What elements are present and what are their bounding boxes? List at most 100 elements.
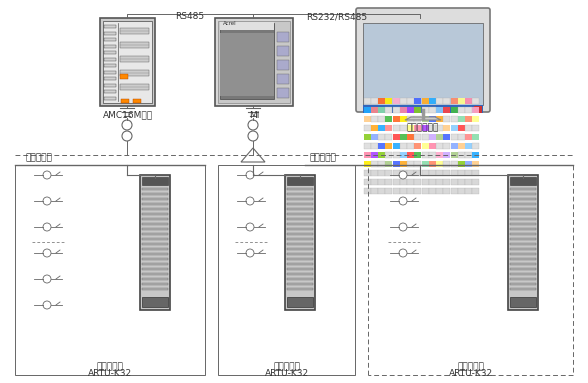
Bar xyxy=(429,179,436,185)
Bar xyxy=(142,218,168,220)
Bar xyxy=(436,188,443,194)
Bar xyxy=(451,188,458,194)
Bar xyxy=(451,161,458,167)
Bar xyxy=(287,198,313,200)
Bar xyxy=(443,98,450,104)
Bar xyxy=(465,143,472,149)
Circle shape xyxy=(399,223,407,231)
Bar xyxy=(443,125,450,131)
Bar xyxy=(371,125,378,131)
Bar xyxy=(371,161,378,167)
Bar xyxy=(465,125,472,131)
Bar xyxy=(371,134,378,140)
Bar xyxy=(371,143,378,149)
Bar xyxy=(414,134,421,140)
Bar xyxy=(510,252,536,255)
Bar xyxy=(363,23,483,105)
Bar xyxy=(277,60,289,70)
Bar xyxy=(364,161,371,167)
Bar xyxy=(142,288,168,290)
Bar xyxy=(436,125,443,131)
Bar xyxy=(510,223,536,225)
Bar xyxy=(414,179,421,185)
Bar xyxy=(472,179,479,185)
Bar xyxy=(142,297,168,307)
Circle shape xyxy=(122,131,132,141)
Bar xyxy=(393,125,400,131)
Bar xyxy=(142,283,168,285)
Bar xyxy=(287,237,313,240)
Bar xyxy=(407,134,414,140)
Bar xyxy=(422,107,429,113)
Bar xyxy=(393,161,400,167)
Bar xyxy=(287,252,313,255)
Bar xyxy=(378,152,385,158)
Bar xyxy=(429,134,436,140)
Circle shape xyxy=(43,301,51,309)
Bar xyxy=(451,143,458,149)
Text: RS485: RS485 xyxy=(175,12,205,21)
Bar xyxy=(458,143,465,149)
Bar xyxy=(414,188,421,194)
Bar xyxy=(378,134,385,140)
Bar xyxy=(443,161,450,167)
Bar xyxy=(400,107,407,113)
Bar xyxy=(465,179,472,185)
Bar xyxy=(458,134,465,140)
Bar xyxy=(385,179,392,185)
Bar xyxy=(472,125,479,131)
Bar xyxy=(287,218,313,220)
Bar xyxy=(429,116,436,122)
Bar xyxy=(120,28,149,34)
Bar xyxy=(414,125,421,131)
Bar xyxy=(142,252,168,255)
Bar xyxy=(472,161,479,167)
Bar xyxy=(142,228,168,230)
Text: 开关量模块: 开关量模块 xyxy=(457,362,484,372)
Bar xyxy=(451,179,458,185)
Bar xyxy=(451,134,458,140)
Bar xyxy=(400,179,407,185)
Bar xyxy=(436,152,443,158)
Bar xyxy=(443,134,450,140)
Bar xyxy=(364,107,371,113)
Bar xyxy=(385,161,392,167)
Bar xyxy=(142,237,168,240)
Bar xyxy=(465,161,472,167)
Bar xyxy=(142,177,168,185)
Bar xyxy=(104,70,116,74)
Bar xyxy=(393,188,400,194)
Bar xyxy=(393,152,400,158)
Bar xyxy=(277,32,289,42)
Bar xyxy=(510,188,536,190)
Bar xyxy=(120,42,149,48)
Bar xyxy=(393,170,400,176)
Bar xyxy=(104,57,116,61)
Bar xyxy=(378,125,385,131)
Bar xyxy=(218,165,355,375)
Bar xyxy=(407,188,414,194)
Bar xyxy=(458,152,465,158)
Bar xyxy=(378,98,385,104)
Bar xyxy=(121,99,129,103)
Bar xyxy=(451,107,458,113)
Circle shape xyxy=(43,223,51,231)
Bar xyxy=(142,267,168,270)
Bar xyxy=(429,107,436,113)
Bar xyxy=(472,143,479,149)
Bar xyxy=(120,70,149,76)
Text: 主进线测量: 主进线测量 xyxy=(310,153,337,162)
Bar xyxy=(510,247,536,250)
Bar xyxy=(287,288,313,290)
Bar xyxy=(287,257,313,260)
Bar xyxy=(287,242,313,245)
Bar xyxy=(393,179,400,185)
Bar xyxy=(371,188,378,194)
Bar xyxy=(120,84,149,90)
Bar xyxy=(458,107,465,113)
Bar xyxy=(364,179,371,185)
Bar xyxy=(103,21,152,103)
Bar xyxy=(385,107,392,113)
Bar xyxy=(400,143,407,149)
Bar xyxy=(422,98,429,104)
